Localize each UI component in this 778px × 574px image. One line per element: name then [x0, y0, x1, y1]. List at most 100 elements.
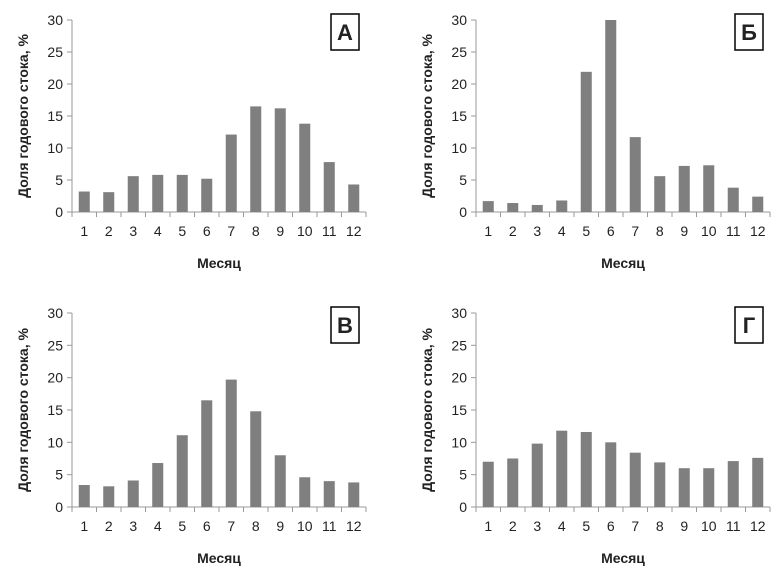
x-tick-label: 8	[656, 223, 664, 239]
x-tick-label: 2	[105, 518, 113, 534]
bar-month-4	[556, 430, 568, 507]
x-tick-label: 6	[203, 518, 211, 534]
bar-month-8	[250, 411, 262, 507]
y-tick-label: 15	[451, 108, 467, 124]
bar-month-3	[531, 204, 543, 212]
bar-month-6	[201, 400, 213, 507]
bar-month-8	[654, 462, 666, 507]
bar-month-5	[580, 431, 592, 507]
bar-month-10	[299, 123, 311, 212]
bar-month-10	[299, 477, 311, 507]
y-tick-label: 30	[451, 305, 467, 321]
bar-month-7	[629, 452, 641, 507]
bar-month-3	[127, 176, 139, 212]
y-tick-label: 25	[451, 44, 467, 60]
bar-month-1	[482, 201, 494, 212]
x-tick-label: 8	[252, 223, 260, 239]
bar-month-5	[176, 435, 188, 507]
x-tick-label: 4	[154, 518, 162, 534]
x-tick-label: 7	[227, 518, 235, 534]
bar-month-8	[250, 106, 262, 212]
y-tick-label: 15	[47, 402, 63, 418]
x-tick-label: 12	[750, 518, 766, 534]
bar-month-10	[703, 165, 715, 212]
x-tick-label: 6	[607, 223, 615, 239]
bar-month-1	[78, 191, 90, 212]
bar-month-2	[507, 203, 519, 212]
y-tick-label: 5	[55, 467, 63, 483]
panel-label: Б	[741, 20, 757, 45]
y-tick-label: 10	[451, 140, 467, 156]
x-tick-label: 2	[509, 223, 517, 239]
x-axis-title: Месяц	[197, 255, 241, 271]
bar-month-3	[127, 480, 139, 507]
y-tick-label: 15	[47, 108, 63, 124]
x-tick-label: 12	[750, 223, 766, 239]
y-tick-label: 30	[451, 12, 467, 28]
x-tick-label: 4	[558, 223, 566, 239]
bar-month-7	[225, 379, 237, 507]
x-tick-label: 8	[252, 518, 260, 534]
x-tick-label: 2	[509, 518, 517, 534]
x-tick-label: 7	[631, 223, 639, 239]
bar-month-5	[176, 174, 188, 212]
y-axis-title: Доля годового стока, %	[419, 34, 435, 198]
y-tick-label: 5	[459, 467, 467, 483]
x-tick-label: 1	[484, 223, 492, 239]
x-tick-label: 9	[680, 223, 688, 239]
bar-month-2	[103, 192, 115, 212]
bar-month-12	[348, 482, 360, 507]
x-tick-label: 11	[726, 223, 741, 239]
panel-label-box	[330, 13, 360, 51]
y-tick-label: 5	[55, 172, 63, 188]
x-tick-label: 9	[276, 223, 284, 239]
y-tick-label: 10	[47, 140, 63, 156]
bar-month-11	[323, 481, 335, 507]
bar-month-1	[482, 461, 494, 507]
x-tick-label: 5	[582, 223, 590, 239]
x-tick-label: 3	[129, 223, 137, 239]
bar-month-9	[274, 455, 286, 507]
x-tick-label: 5	[178, 223, 186, 239]
x-tick-label: 12	[346, 223, 362, 239]
bar-month-12	[348, 184, 360, 212]
bar-month-5	[580, 71, 592, 212]
x-tick-label: 10	[701, 223, 717, 239]
x-tick-label: 1	[484, 518, 492, 534]
x-tick-label: 7	[631, 518, 639, 534]
bar-month-4	[556, 200, 568, 212]
y-axis-title: Доля годового стока, %	[419, 328, 435, 492]
bar-month-3	[531, 443, 543, 507]
y-tick-label: 0	[55, 499, 63, 515]
y-tick-label: 30	[47, 305, 63, 321]
x-tick-label: 4	[154, 223, 162, 239]
bar-month-11	[727, 461, 739, 507]
panel-label-box	[734, 13, 764, 51]
panel-label: В	[337, 313, 353, 338]
x-tick-label: 10	[297, 223, 313, 239]
x-tick-label: 8	[656, 518, 664, 534]
y-tick-label: 30	[47, 12, 63, 28]
y-tick-label: 25	[451, 337, 467, 353]
bar-month-9	[274, 108, 286, 212]
bar-month-6	[201, 178, 213, 212]
panel-label: А	[337, 20, 353, 45]
x-tick-label: 2	[105, 223, 113, 239]
y-tick-label: 0	[459, 499, 467, 515]
bar-month-2	[103, 486, 115, 507]
y-tick-label: 20	[47, 76, 63, 92]
x-tick-label: 9	[680, 518, 688, 534]
bar-month-12	[752, 457, 764, 507]
y-tick-label: 0	[55, 204, 63, 220]
x-tick-label: 9	[276, 518, 284, 534]
bar-month-11	[323, 162, 335, 212]
y-tick-label: 25	[47, 44, 63, 60]
x-tick-label: 3	[129, 518, 137, 534]
y-tick-label: 15	[451, 402, 467, 418]
x-tick-label: 6	[607, 518, 615, 534]
bar-month-6	[605, 442, 617, 507]
